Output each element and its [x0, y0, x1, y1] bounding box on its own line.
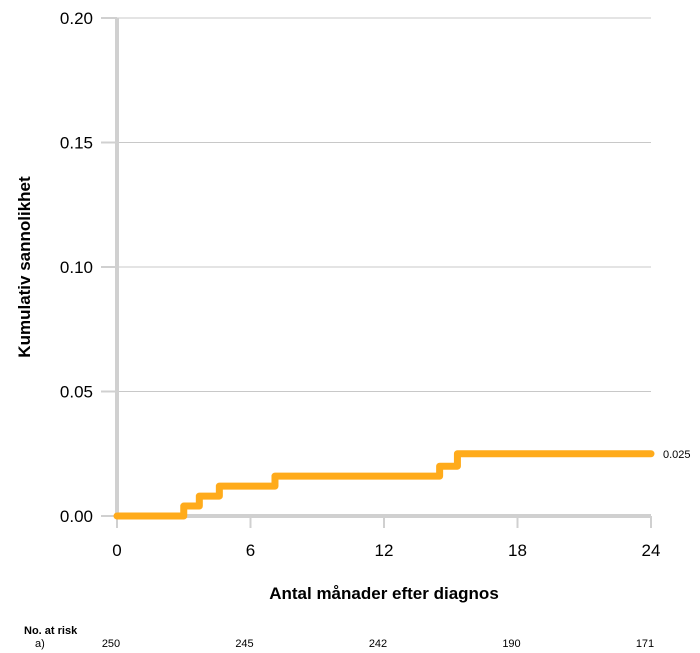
y-tick-labels: 0.00 0.05 0.10 0.15 0.20 — [60, 9, 117, 526]
x-axis-title: Antal månader efter diagnos — [269, 584, 499, 603]
risk-table: a) 250 245 242 190 171 — [35, 638, 654, 650]
y-tick-label-1: 0.05 — [60, 383, 93, 402]
series-line-0 — [113, 450, 655, 520]
risk-value-0-4: 171 — [636, 638, 654, 650]
x-tick-label-4: 24 — [642, 541, 661, 560]
risk-row-label-0: a) — [35, 638, 45, 650]
risk-value-0-2: 242 — [369, 638, 387, 650]
y-tick-label-3: 0.15 — [60, 134, 93, 153]
end-value-label-0: 0.025 — [663, 449, 691, 461]
x-tick-label-3: 18 — [508, 541, 527, 560]
y-tick-label-4: 0.20 — [60, 9, 93, 28]
risk-table-title: No. at risk — [24, 625, 78, 637]
risk-value-0-0: 250 — [102, 638, 120, 650]
series-group: 0.025 — [113, 449, 691, 520]
risk-value-0-1: 245 — [235, 638, 253, 650]
x-tick-labels: 0 6 12 18 24 — [112, 516, 660, 560]
y-tick-label-0: 0.00 — [60, 507, 93, 526]
risk-value-0-3: 190 — [502, 638, 520, 650]
x-tick-label-0: 0 — [112, 541, 121, 560]
x-tick-label-1: 6 — [246, 541, 255, 560]
x-tick-label-2: 12 — [375, 541, 394, 560]
y-tick-label-2: 0.10 — [60, 258, 93, 277]
grid-lines — [117, 17, 651, 392]
y-axis-title: Kumulativ sannolikhet — [15, 176, 34, 358]
